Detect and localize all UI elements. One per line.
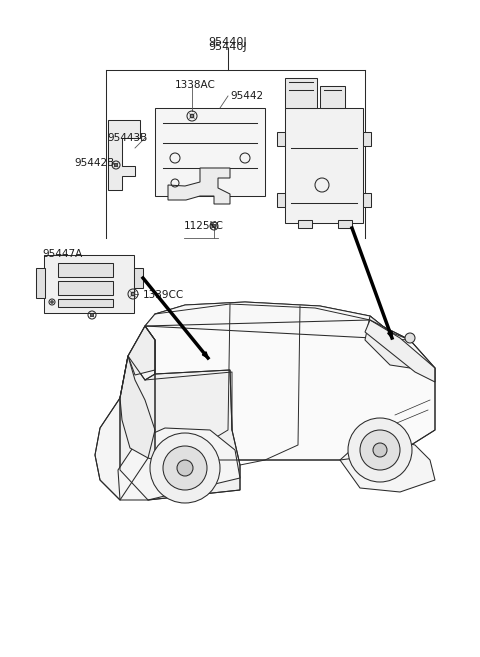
Bar	[363, 193, 371, 207]
Text: 95443B: 95443B	[107, 133, 147, 143]
Bar	[338, 220, 352, 228]
Polygon shape	[145, 302, 410, 340]
Circle shape	[373, 443, 387, 457]
Polygon shape	[365, 320, 435, 382]
Bar	[36, 268, 45, 298]
Polygon shape	[108, 120, 140, 190]
Polygon shape	[203, 352, 208, 358]
Circle shape	[115, 164, 118, 166]
Polygon shape	[145, 320, 435, 460]
Bar	[155, 108, 265, 196]
Bar	[277, 193, 285, 207]
Bar	[363, 132, 371, 146]
Polygon shape	[145, 302, 410, 340]
Text: 1125KC: 1125KC	[184, 221, 224, 231]
Bar	[277, 132, 285, 146]
Bar	[298, 220, 312, 228]
Circle shape	[131, 292, 135, 296]
Circle shape	[163, 446, 207, 490]
Polygon shape	[340, 438, 435, 492]
Bar	[44, 255, 134, 313]
Polygon shape	[365, 316, 410, 368]
Circle shape	[360, 430, 400, 470]
Bar	[285, 108, 363, 223]
Polygon shape	[388, 332, 392, 338]
Text: 95442B: 95442B	[74, 158, 114, 168]
Bar	[134, 268, 143, 288]
Circle shape	[177, 460, 193, 476]
Circle shape	[150, 433, 220, 503]
Text: 1339CC: 1339CC	[143, 290, 184, 300]
Bar	[58, 299, 113, 307]
Text: 95440J: 95440J	[209, 42, 247, 52]
Circle shape	[51, 301, 53, 303]
Text: 95440J: 95440J	[209, 37, 247, 47]
Polygon shape	[118, 428, 240, 500]
Polygon shape	[168, 168, 230, 204]
Bar	[285, 78, 317, 108]
Circle shape	[348, 418, 412, 482]
Text: 1338AC: 1338AC	[175, 80, 216, 90]
Polygon shape	[120, 356, 155, 460]
Bar	[320, 86, 345, 108]
Text: 95447A: 95447A	[42, 249, 82, 259]
Bar	[58, 281, 113, 295]
Circle shape	[405, 333, 415, 343]
Polygon shape	[120, 356, 240, 500]
Polygon shape	[128, 326, 155, 375]
Polygon shape	[95, 326, 155, 500]
Circle shape	[91, 313, 94, 317]
Circle shape	[190, 114, 194, 118]
Circle shape	[213, 225, 216, 227]
Text: 95442: 95442	[230, 91, 263, 101]
Bar	[58, 263, 113, 277]
